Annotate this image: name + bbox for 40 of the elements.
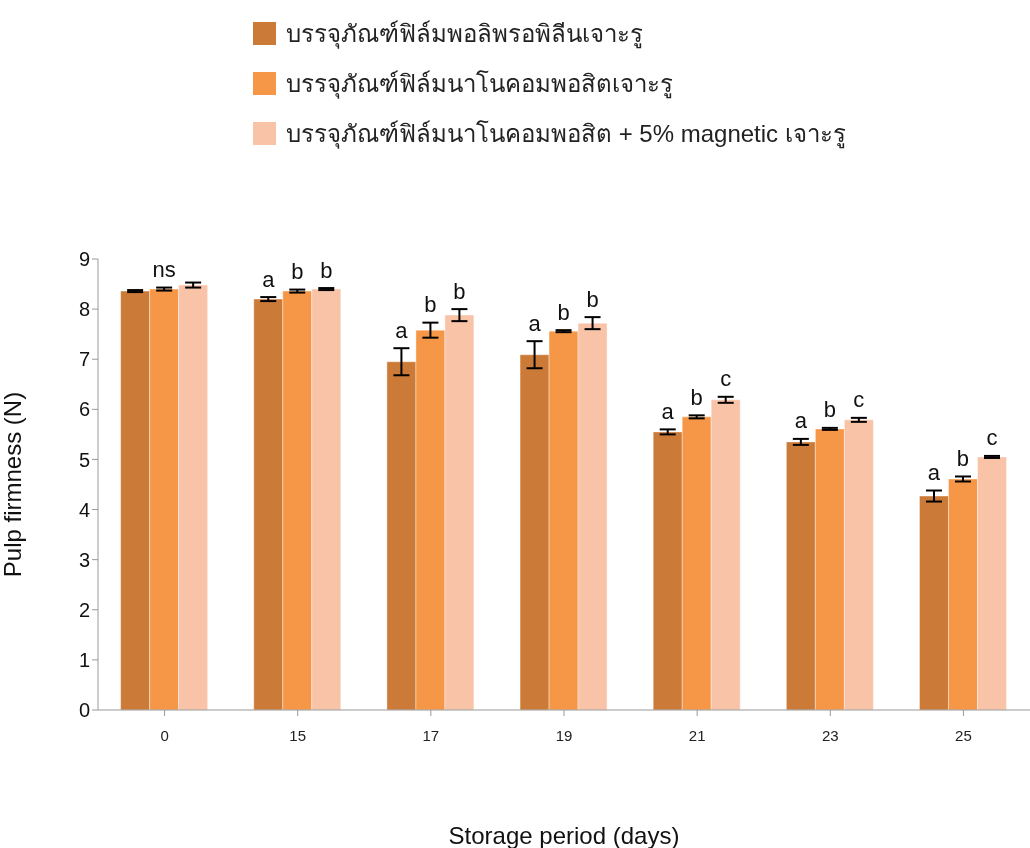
data-label: b [291,259,304,285]
legend-label: บรรจุภัณฑ์ฟิล์มนาโนคอมพอสิตเจาะรู [286,68,673,101]
data-label: b [557,299,570,325]
x-tick-label: 0 [160,726,169,744]
y-tick-label: 1 [78,648,90,671]
data-label: c [986,425,998,451]
y-tick-label: 3 [78,548,90,571]
data-label: b [453,278,466,304]
y-axis-title: Pulp firmness (N) [0,391,26,578]
y-tick-label: 7 [78,348,90,371]
x-tick-label: 23 [821,726,839,744]
x-tick-label: 19 [555,726,573,744]
x-tick-label: 17 [422,726,440,744]
data-label: b [320,257,333,283]
legend-label: บรรจุภัณฑ์ฟิล์มพอลิพรอพิลีนเจาะรู [286,18,643,51]
x-tick-label: 15 [289,726,307,744]
y-tick-label: 9 [78,248,90,271]
y-tick-label: 5 [78,448,90,471]
data-label: b [823,397,836,423]
x-tick-label: 21 [688,726,706,744]
legend-label: บรรจุภัณฑ์ฟิล์มนาโนคอมพอสิต + 5% magnetic เจาะรู [286,118,846,151]
data-label: b [424,292,437,318]
x-tick-label: 25 [955,726,972,744]
data-label: a [927,460,941,486]
data-label: a [395,317,409,343]
data-label: a [262,266,276,292]
data-label: c [853,387,865,413]
y-tick-label: 2 [78,598,90,621]
y-tick-label: 0 [78,699,90,722]
y-tick-label: 8 [78,298,90,321]
data-label: b [586,286,599,312]
y-tick-label: 4 [78,498,90,521]
y-tick-label: 6 [78,398,90,421]
data-label: a [661,398,675,424]
data-label: a [528,310,542,336]
data-label: b [690,384,703,410]
data-label: ns [152,257,176,283]
data-label: a [794,408,808,434]
data-label: c [720,366,732,392]
data-label: b [956,445,970,471]
